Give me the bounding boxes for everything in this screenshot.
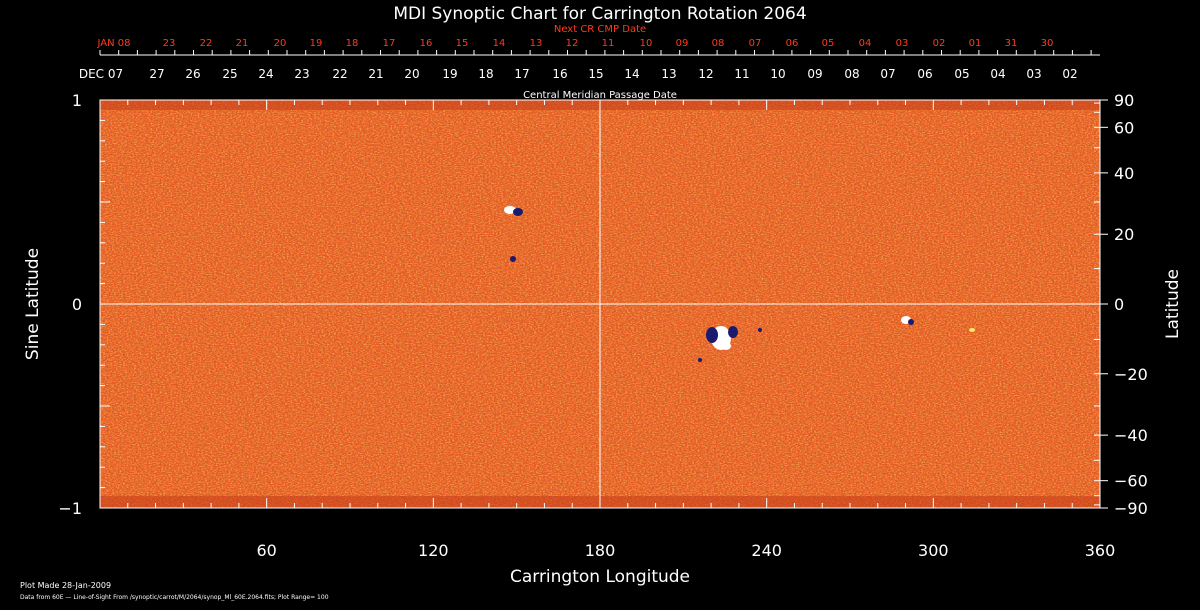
date-ticks — [99, 50, 1092, 55]
x-tick-label: 180 — [585, 541, 616, 560]
current-rotation-date: 27 — [149, 67, 164, 81]
next-rotation-date: 15 — [456, 38, 469, 49]
current-rotation-date: 09 — [807, 67, 822, 81]
current-rotation-date: 17 — [514, 67, 529, 81]
next-rotation-date: 20 — [274, 38, 287, 49]
right-tick-label: −20 — [1114, 365, 1148, 384]
left-tick-label: −1 — [58, 499, 82, 518]
next-rotation-date: 02 — [933, 38, 946, 49]
next-cr-label: Next CR CMP Date — [554, 24, 646, 35]
x-tick-label: 60 — [256, 541, 276, 560]
current-rotation-date: 05 — [954, 67, 969, 81]
current-rotation-date: DEC 07 — [79, 67, 123, 81]
next-rotation-date: 13 — [530, 38, 543, 49]
active-region-north — [504, 206, 523, 262]
next-rotation-date: 22 — [200, 38, 213, 49]
x-tick-label: 120 — [418, 541, 449, 560]
x-axis: 60 120 180 240 300 360 — [99, 100, 1116, 560]
next-rotation-date: 03 — [896, 38, 909, 49]
current-rotation-date: 20 — [404, 67, 419, 81]
current-rotation-date: 03 — [1026, 67, 1041, 81]
next-rotation-date: 01 — [969, 38, 982, 49]
current-rotation-date: 14 — [624, 67, 639, 81]
footer-made: Plot Made 28-Jan-2009 — [20, 581, 111, 590]
current-rotation-date: 16 — [552, 67, 567, 81]
next-rotation-date: 30 — [1041, 38, 1054, 49]
next-rotation-date: 11 — [602, 38, 615, 49]
current-rotation-date: 25 — [222, 67, 237, 81]
right-tick-label: −40 — [1114, 426, 1148, 445]
next-rotation-date: 16 — [420, 38, 433, 49]
chart-title: MDI Synoptic Chart for Carrington Rotati… — [393, 4, 806, 24]
right-axis: 90 60 40 20 0 −20 −40 −60 −90 — [1094, 91, 1148, 518]
right-tick-label: 20 — [1114, 225, 1134, 244]
current-rotation-date: 21 — [368, 67, 383, 81]
current-rotation-date: 22 — [332, 67, 347, 81]
current-rotation-date: 12 — [698, 67, 713, 81]
next-rotation-date: 18 — [346, 38, 359, 49]
left-tick-label: 0 — [72, 295, 82, 314]
current-rotation-date: 06 — [917, 67, 932, 81]
current-rotation-date: 23 — [294, 67, 309, 81]
next-rotation-date: 10 — [640, 38, 653, 49]
x-axis-label: Carrington Longitude — [510, 567, 690, 587]
current-rotation-date: 02 — [1062, 67, 1077, 81]
next-rotation-date: 31 — [1005, 38, 1018, 49]
right-tick-label: 40 — [1114, 164, 1134, 183]
x-tick-label: 240 — [751, 541, 782, 560]
current-rotation-date: 08 — [844, 67, 859, 81]
active-region-east — [901, 316, 975, 332]
current-rotation-date: 18 — [478, 67, 493, 81]
current-rotation-date: 10 — [770, 67, 785, 81]
next-rotation-date: 19 — [310, 38, 323, 49]
current-rotation-date: 11 — [734, 67, 749, 81]
right-axis-label: Latitude — [1163, 269, 1183, 339]
next-rotation-date: 09 — [676, 38, 689, 49]
next-rotation-date: 23 — [163, 38, 176, 49]
next-rotation-date: 12 — [566, 38, 579, 49]
right-tick-label: 90 — [1114, 91, 1134, 110]
left-tick-label: 1 — [72, 91, 82, 110]
left-axis-label: Sine Latitude — [23, 248, 43, 360]
left-axis: 1 0 −1 — [58, 91, 110, 518]
footer-source: Data from 60E — Line-of-Sight From /syno… — [20, 594, 329, 601]
current-rotation-date: 04 — [990, 67, 1005, 81]
next-rotation-date: 06 — [786, 38, 799, 49]
right-tick-label: −60 — [1114, 472, 1148, 491]
x-tick-label: 300 — [918, 541, 949, 560]
current-rotation-date: 07 — [880, 67, 895, 81]
next-rotation-dates: JAN 08 23 22 21 20 19 18 17 16 15 14 13 12 11 10 09 08 07… — [97, 38, 1054, 49]
next-rotation-date: 07 — [749, 38, 762, 49]
next-rotation-date: JAN 08 — [97, 38, 131, 49]
right-tick-label: −90 — [1114, 499, 1148, 518]
next-rotation-date: 05 — [822, 38, 835, 49]
next-rotation-date: 14 — [493, 38, 506, 49]
current-rotation-date: 24 — [258, 67, 273, 81]
current-rotation-date: 19 — [442, 67, 457, 81]
current-rotation-dates: DEC 07 27 26 25 24 23 22 21 20 19 18 17 16 15 14 13 12 11… — [79, 67, 1078, 81]
next-rotation-date: 21 — [236, 38, 249, 49]
right-tick-label: 60 — [1114, 118, 1134, 137]
right-tick-label: 0 — [1114, 295, 1124, 314]
next-rotation-date: 08 — [712, 38, 725, 49]
current-rotation-date: 13 — [661, 67, 676, 81]
x-tick-label: 360 — [1085, 541, 1116, 560]
next-rotation-date: 17 — [383, 38, 396, 49]
magnetogram-map — [100, 100, 1100, 508]
next-rotation-date: 04 — [859, 38, 872, 49]
cmp-label: Central Meridian Passage Date — [523, 90, 677, 101]
current-rotation-date: 15 — [588, 67, 603, 81]
current-rotation-date: 26 — [185, 67, 200, 81]
active-region-main — [698, 326, 762, 362]
